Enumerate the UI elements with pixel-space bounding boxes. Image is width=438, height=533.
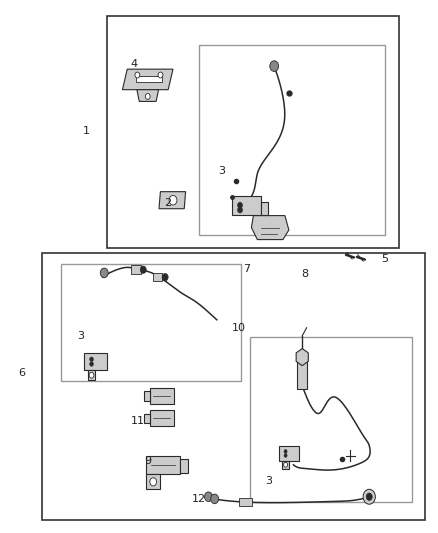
Circle shape bbox=[89, 373, 94, 378]
Circle shape bbox=[169, 196, 177, 205]
Circle shape bbox=[211, 494, 219, 504]
Polygon shape bbox=[159, 192, 186, 209]
Bar bbox=[199, 45, 385, 235]
Text: 7: 7 bbox=[243, 264, 250, 274]
Bar bbox=[131, 265, 141, 274]
Circle shape bbox=[205, 492, 212, 502]
Text: 9: 9 bbox=[144, 456, 151, 466]
Bar bbox=[146, 456, 180, 474]
Text: 8: 8 bbox=[301, 270, 308, 279]
Bar bbox=[144, 414, 150, 423]
Bar bbox=[153, 273, 162, 281]
Bar bbox=[144, 391, 150, 401]
Circle shape bbox=[366, 493, 372, 500]
Text: 12: 12 bbox=[192, 495, 206, 504]
Bar bbox=[107, 16, 399, 248]
Circle shape bbox=[100, 268, 108, 278]
Circle shape bbox=[238, 207, 242, 213]
Bar bbox=[42, 253, 425, 520]
Text: 4: 4 bbox=[130, 59, 137, 69]
Bar bbox=[239, 498, 252, 506]
Bar bbox=[136, 77, 162, 83]
Bar bbox=[232, 196, 261, 215]
Circle shape bbox=[140, 266, 146, 273]
Text: 5: 5 bbox=[381, 254, 388, 263]
Bar bbox=[84, 353, 107, 370]
Bar bbox=[297, 357, 307, 389]
Bar bbox=[261, 202, 268, 215]
Circle shape bbox=[135, 72, 140, 78]
Bar bbox=[283, 461, 289, 469]
Text: 10: 10 bbox=[232, 323, 246, 333]
Text: 3: 3 bbox=[77, 331, 84, 341]
Circle shape bbox=[284, 462, 287, 467]
Text: 1: 1 bbox=[83, 126, 90, 135]
Circle shape bbox=[145, 93, 150, 99]
Circle shape bbox=[162, 273, 168, 281]
Polygon shape bbox=[137, 90, 159, 101]
Text: 3: 3 bbox=[218, 166, 225, 175]
Circle shape bbox=[363, 489, 375, 504]
Circle shape bbox=[150, 478, 156, 486]
Circle shape bbox=[284, 454, 287, 457]
Circle shape bbox=[270, 61, 279, 71]
Text: 11: 11 bbox=[131, 416, 145, 426]
Circle shape bbox=[284, 450, 287, 453]
Bar bbox=[88, 370, 95, 380]
Circle shape bbox=[158, 72, 163, 78]
Text: 3: 3 bbox=[265, 476, 272, 486]
Circle shape bbox=[238, 203, 242, 208]
Polygon shape bbox=[251, 216, 289, 240]
Circle shape bbox=[90, 362, 93, 366]
Polygon shape bbox=[296, 349, 308, 366]
Bar bbox=[146, 474, 160, 489]
Bar bbox=[61, 264, 241, 381]
Bar bbox=[150, 410, 174, 426]
Polygon shape bbox=[123, 69, 173, 90]
Bar bbox=[150, 388, 174, 404]
Text: 6: 6 bbox=[18, 368, 25, 378]
Bar bbox=[279, 446, 299, 461]
Bar bbox=[250, 337, 412, 502]
Text: 2: 2 bbox=[164, 198, 171, 207]
Bar bbox=[180, 459, 188, 472]
Circle shape bbox=[90, 357, 93, 361]
